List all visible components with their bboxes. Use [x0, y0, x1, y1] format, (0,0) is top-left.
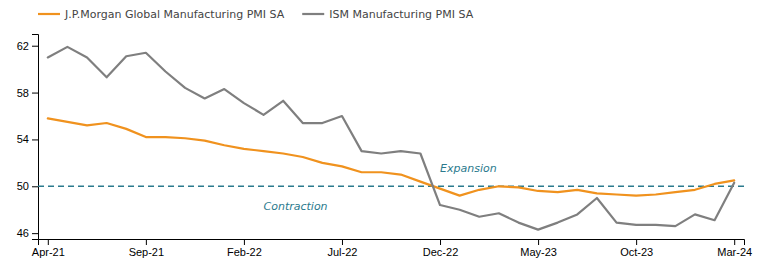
- marks: [38, 47, 744, 230]
- legend: J.P.Morgan Global Manufacturing PMI SA IS…: [38, 8, 474, 21]
- x-tick-label: Sep-21: [129, 246, 164, 258]
- y-tick: 62: [17, 40, 38, 52]
- y-tick-mark: [32, 139, 38, 140]
- x-tick-mark: [48, 239, 49, 245]
- y-tick-mark: [32, 233, 38, 234]
- x-tick-mark: [244, 239, 245, 245]
- y-tick: 46: [17, 227, 38, 239]
- x-tick-label: Mar-24: [717, 246, 752, 258]
- y-tick-label: 54: [17, 133, 29, 145]
- x-tick: Sep-21: [129, 239, 164, 258]
- plot-area: 46 50 54 58 62 Apr-21 Sep-21 Feb-22 Jul-22 Dec-22…: [17, 35, 752, 258]
- x-tick: Feb-22: [227, 239, 262, 258]
- x-tick: Jul-22: [327, 239, 357, 258]
- x-tick-label: Feb-22: [227, 246, 262, 258]
- series-line: [48, 47, 734, 230]
- y-tick-label: 46: [17, 227, 29, 239]
- legend-item: J.P.Morgan Global Manufacturing PMI SA: [38, 8, 285, 21]
- legend-label: J.P.Morgan Global Manufacturing PMI SA: [64, 8, 285, 21]
- x-tick-mark: [734, 239, 735, 245]
- x-tick: Apr-21: [32, 239, 65, 258]
- y-tick-mark: [32, 186, 38, 187]
- legend-swatch: [302, 13, 324, 15]
- x-tick-label: Jul-22: [327, 246, 357, 258]
- legend-label: ISM Manufacturing PMI SA: [329, 8, 473, 21]
- x-tick: May-23: [520, 239, 557, 258]
- legend-swatch: [38, 13, 60, 15]
- y-tick-mark: [32, 46, 38, 47]
- y-tick-label: 50: [17, 180, 29, 192]
- x-axis-line: [39, 240, 745, 246]
- y-tick: 54: [17, 133, 38, 145]
- x-tick: Oct-23: [620, 239, 653, 258]
- x-tick-mark: [146, 239, 147, 245]
- y-tick-label: 62: [17, 40, 29, 52]
- x-tick-label: Apr-21: [32, 246, 65, 258]
- y-axis: 46 50 54 58 62: [17, 35, 39, 240]
- x-tick-mark: [342, 239, 343, 245]
- y-tick-label: 58: [17, 87, 29, 99]
- series-line: [48, 118, 734, 195]
- x-tick: Dec-22: [423, 239, 458, 258]
- x-tick-mark: [538, 239, 539, 245]
- x-tick-mark: [440, 239, 441, 245]
- x-tick-mark: [636, 239, 637, 245]
- reference-line: [38, 186, 744, 187]
- x-tick: Mar-24: [717, 239, 752, 258]
- y-axis-line: [32, 35, 39, 240]
- chart: 46 50 54 58 62 Apr-21 Sep-21 Feb-22 Jul-22 Dec-22…: [0, 0, 758, 265]
- annotation: Contraction: [264, 200, 328, 213]
- annotation: Expansion: [440, 162, 497, 175]
- y-tick: 50: [17, 180, 38, 192]
- y-tick: 58: [17, 87, 38, 99]
- legend-item: ISM Manufacturing PMI SA: [302, 8, 473, 21]
- y-tick-mark: [32, 93, 38, 94]
- x-tick-label: Dec-22: [423, 246, 458, 258]
- x-tick-label: May-23: [520, 246, 557, 258]
- x-axis: Apr-21 Sep-21 Feb-22 Jul-22 Dec-22 May-23 Oct-…: [32, 239, 752, 258]
- x-tick-label: Oct-23: [620, 246, 653, 258]
